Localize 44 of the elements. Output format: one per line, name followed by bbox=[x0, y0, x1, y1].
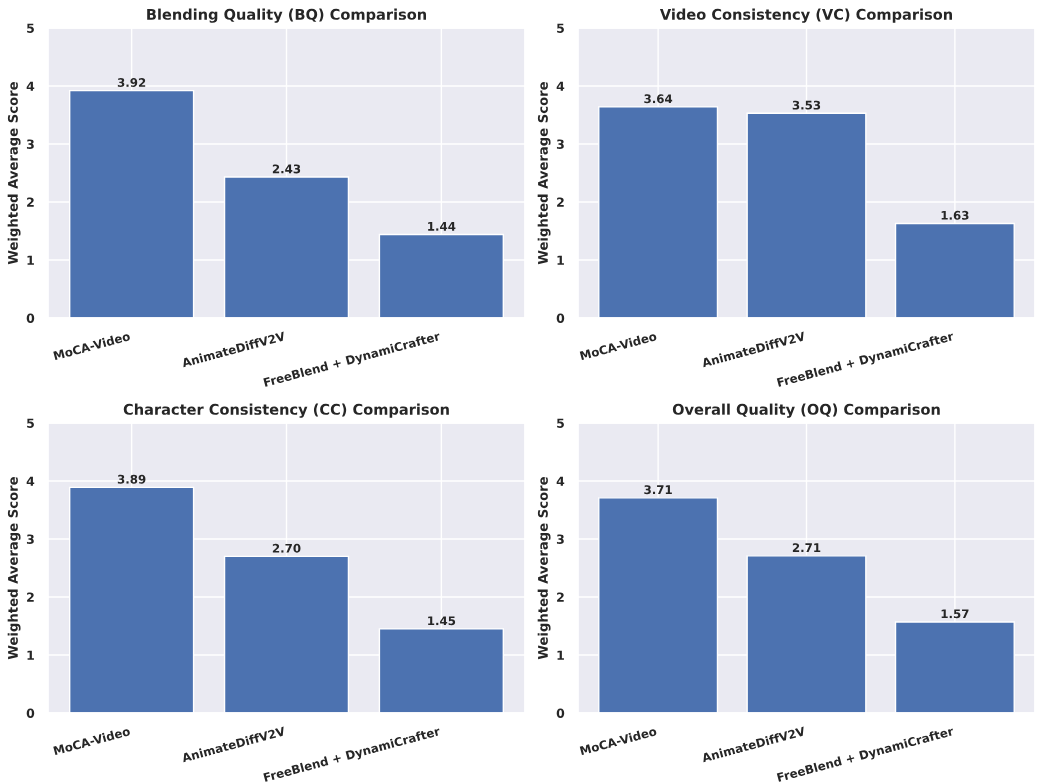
data-label: 3.92 bbox=[117, 78, 146, 87]
y-tick-label: 2 bbox=[557, 197, 564, 207]
y-tick-label: 4 bbox=[26, 81, 35, 91]
y-tick-label: 3 bbox=[556, 139, 564, 149]
data-label: 3.89 bbox=[117, 474, 146, 484]
y-tick-label: 3 bbox=[26, 534, 34, 544]
y-tick-label: 4 bbox=[26, 476, 35, 486]
y-tick-label: 4 bbox=[556, 81, 565, 91]
data-label: 3.64 bbox=[644, 94, 673, 104]
y-axis-title: Weighted Average Score bbox=[537, 82, 551, 265]
data-label: 1.45 bbox=[428, 616, 456, 626]
y-tick-label: 4 bbox=[556, 476, 565, 486]
y-tick-label: 2 bbox=[27, 197, 34, 207]
y-tick-label: 5 bbox=[27, 23, 34, 33]
y-tick-label: 5 bbox=[557, 23, 564, 33]
y-tick-label: 2 bbox=[557, 592, 564, 602]
data-label: 2.70 bbox=[272, 543, 301, 553]
y-tick-label: 1 bbox=[27, 650, 34, 660]
y-tick-label: 3 bbox=[556, 534, 564, 544]
y-tick-label: 5 bbox=[27, 418, 34, 428]
y-tick-label: 1 bbox=[557, 255, 564, 265]
y-tick-label: 0 bbox=[556, 708, 565, 718]
chart-title: Overall Quality (OQ) Comparison bbox=[672, 403, 940, 418]
y-tick-label: 0 bbox=[26, 708, 35, 718]
data-label: 3.71 bbox=[644, 485, 672, 495]
y-tick-label: 0 bbox=[556, 313, 565, 323]
y-tick-label: 0 bbox=[26, 313, 35, 323]
chart-title: Character Consistency (CC) Comparison bbox=[123, 403, 449, 418]
y-axis-title: Weighted Average Score bbox=[537, 477, 551, 660]
y-axis-title: Weighted Average Score bbox=[7, 82, 21, 265]
y-tick-label: 1 bbox=[557, 650, 564, 660]
chart-title: Blending Quality (BQ) Comparison bbox=[147, 8, 426, 23]
y-tick-label: 1 bbox=[27, 255, 34, 265]
data-label: 3.53 bbox=[792, 100, 821, 110]
y-tick-label: 5 bbox=[557, 418, 564, 428]
y-axis-title: Weighted Average Score bbox=[7, 477, 21, 660]
chart-title: Video Consistency (VC) Comparison bbox=[659, 8, 952, 23]
data-label: 1.57 bbox=[941, 609, 969, 619]
data-label: 1.63 bbox=[941, 210, 969, 220]
y-tick-label: 3 bbox=[26, 139, 34, 149]
y-tick-label: 2 bbox=[27, 592, 34, 602]
data-label: 2.71 bbox=[792, 543, 821, 552]
data-label: 1.44 bbox=[428, 222, 456, 231]
data-label: 2.43 bbox=[272, 164, 301, 174]
